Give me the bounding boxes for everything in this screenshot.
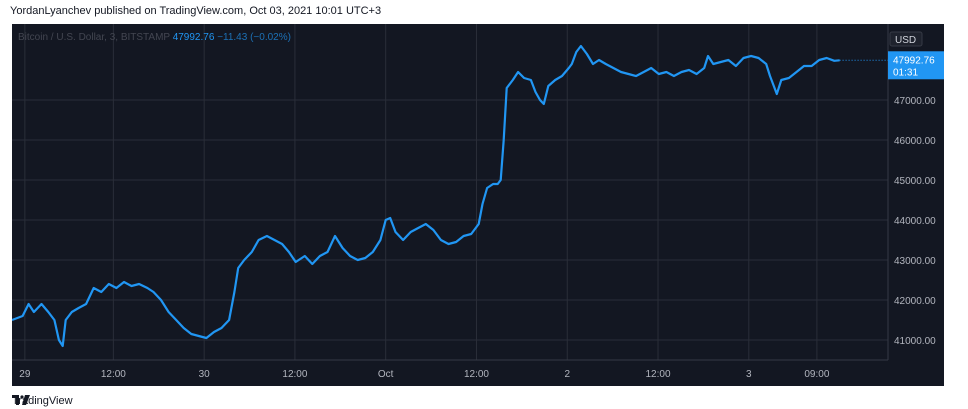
- symbol-legend: Bitcoin / U.S. Dollar, 3, BITSTAMP 47992…: [18, 32, 291, 43]
- x-tick-label: 29: [19, 369, 31, 380]
- y-tick-label: 42000.00: [894, 296, 936, 307]
- y-tick-label: 44000.00: [894, 216, 936, 227]
- bar-countdown-label: 01:31: [893, 67, 918, 78]
- x-tick-label: Oct: [378, 369, 394, 380]
- price-series-line[interactable]: [12, 44, 840, 348]
- y-tick-label: 41000.00: [894, 336, 936, 347]
- x-tick-label: 2: [564, 369, 570, 380]
- last-price-label: 47992.76: [893, 55, 935, 66]
- x-tick-label: 12:00: [282, 369, 307, 380]
- publisher-credit: YordanLyanchev published on TradingView.…: [10, 5, 382, 17]
- x-tick-label: 30: [199, 369, 211, 380]
- x-tick-label: 12:00: [101, 369, 126, 380]
- price-chart[interactable]: 41000.00 42000.00 43000.00 44000.00 45000.00…: [12, 24, 944, 386]
- y-tick-label: 43000.00: [894, 256, 936, 267]
- legend-last-value: 47992.76: [173, 32, 218, 43]
- legend-change: −11.43 (−0.02%): [217, 32, 291, 43]
- tradingview-logo-icon: [12, 395, 30, 405]
- currency-label: USD: [895, 35, 916, 46]
- last-price-label-bg: [888, 51, 944, 80]
- chart-panel[interactable]: 41000.00 42000.00 43000.00 44000.00 45000.00…: [12, 24, 944, 386]
- symbol-name: Bitcoin / U.S. Dollar, 3, BITSTAMP: [18, 32, 173, 43]
- x-tick-label: 09:00: [804, 369, 829, 380]
- currency-badge[interactable]: [889, 31, 923, 47]
- tradingview-brand[interactable]: TradingView: [12, 395, 73, 407]
- y-tick-label: 46000.00: [894, 136, 936, 147]
- x-tick-label: 3: [746, 369, 752, 380]
- x-tick-label: 12:00: [464, 369, 489, 380]
- y-tick-label: 45000.00: [894, 176, 936, 187]
- x-tick-label: 12:00: [646, 369, 671, 380]
- y-tick-label: 47000.00: [894, 96, 936, 107]
